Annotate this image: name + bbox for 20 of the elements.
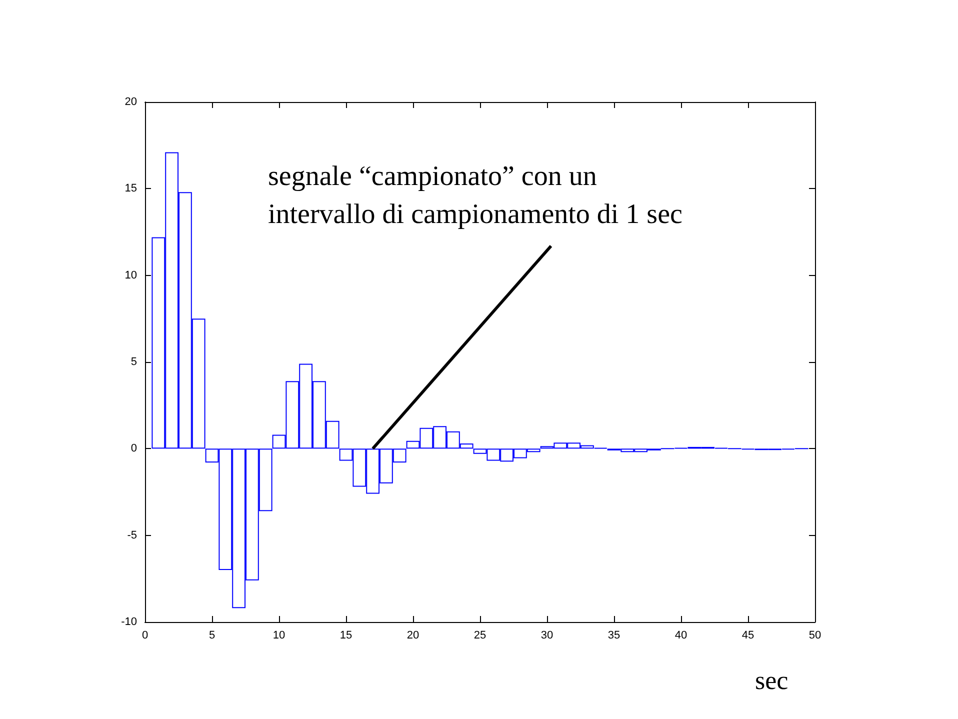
x-tick-label: 40 xyxy=(674,630,688,642)
x-tick-label: 10 xyxy=(272,630,286,642)
x-tick-label: 15 xyxy=(340,630,352,642)
x-tick-label: 50 xyxy=(808,630,822,642)
x-tick-label: 35 xyxy=(608,630,620,642)
y-tick-label: 0 xyxy=(130,442,137,455)
y-tick-label: -5 xyxy=(127,529,137,542)
y-tick-label: 15 xyxy=(124,182,137,195)
annotation: segnale “campionato” con un intervallo di campionamento di 1 sec xyxy=(268,160,682,232)
y-tick-label: 5 xyxy=(130,356,137,368)
x-tick-label: 0 xyxy=(142,630,148,642)
x-tick-label: 25 xyxy=(474,630,486,642)
x-tick-label: 5 xyxy=(208,630,216,642)
y-tick-label: 20 xyxy=(124,96,137,108)
x-axis-title: sec xyxy=(755,666,788,696)
y-tick-label: -10 xyxy=(121,616,137,628)
x-tick-label: 20 xyxy=(406,630,420,642)
x-tick-label: 45 xyxy=(742,630,754,642)
x-tick-label: 30 xyxy=(540,630,554,642)
y-tick-label: 10 xyxy=(124,269,137,282)
